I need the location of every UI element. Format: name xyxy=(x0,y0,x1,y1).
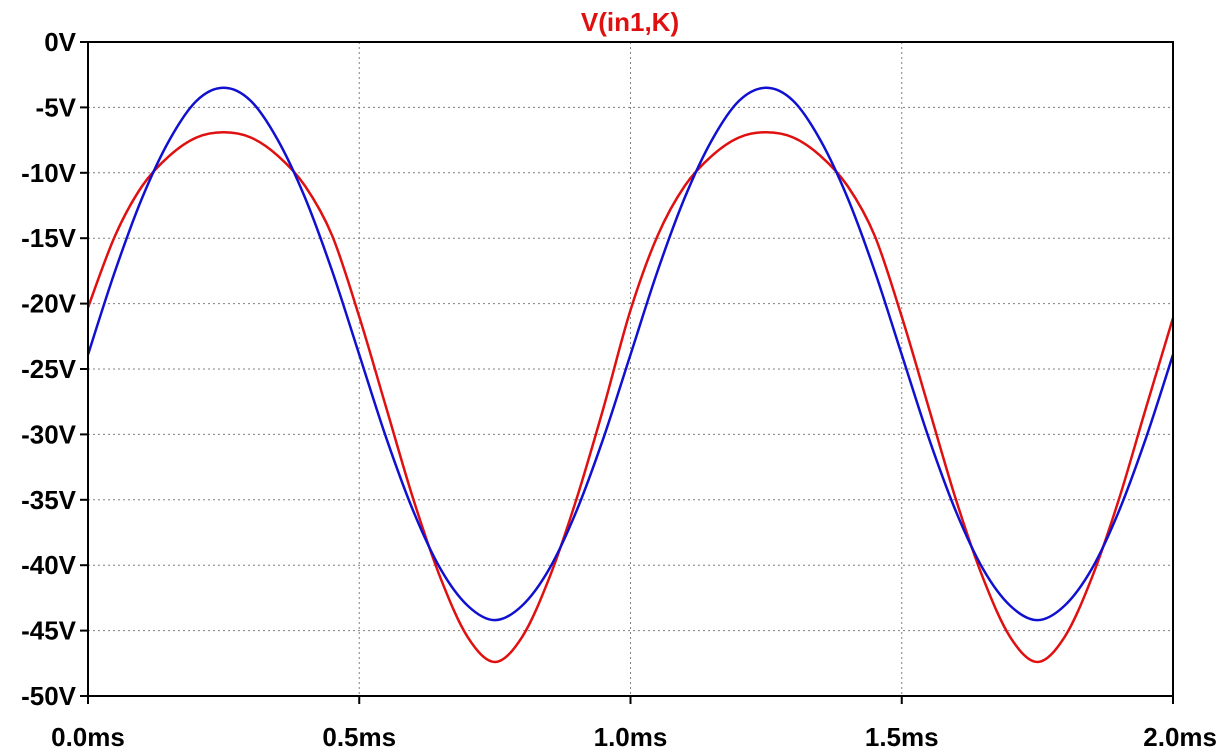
y-tick-label: -10V xyxy=(21,158,77,188)
y-tick-label: -40V xyxy=(21,550,77,580)
y-tick-label: -50V xyxy=(21,681,77,711)
series-line-2 xyxy=(86,86,1175,622)
series-line-1 xyxy=(86,131,1175,664)
y-tick-label: 0V xyxy=(44,27,76,57)
y-tick-label: -35V xyxy=(21,485,77,515)
x-axis: 0.0ms 0.5ms 1.0ms 1.5ms 2.0ms xyxy=(51,696,1217,752)
x-tick-label: 0.0ms xyxy=(51,722,125,752)
y-tick-label: -25V xyxy=(21,354,77,384)
x-tick-label: 2.0ms xyxy=(1143,722,1217,752)
y-tick-label: -15V xyxy=(21,223,77,253)
y-axis: 0V -5V -10V -15V -20V -25V -30V -35V -40V -45V -50… xyxy=(21,27,88,711)
grid-lines xyxy=(88,42,1173,696)
y-tick-label: -30V xyxy=(21,419,77,449)
x-tick-label: 1.5ms xyxy=(865,722,939,752)
series-lines xyxy=(86,86,1175,664)
x-tick-label: 0.5ms xyxy=(322,722,396,752)
y-tick-label: -45V xyxy=(21,616,77,646)
chart-title: V(in1,K) xyxy=(581,7,679,37)
y-tick-label: -5V xyxy=(36,92,77,122)
x-tick-label: 1.0ms xyxy=(594,722,668,752)
y-tick-label: -20V xyxy=(21,289,77,319)
